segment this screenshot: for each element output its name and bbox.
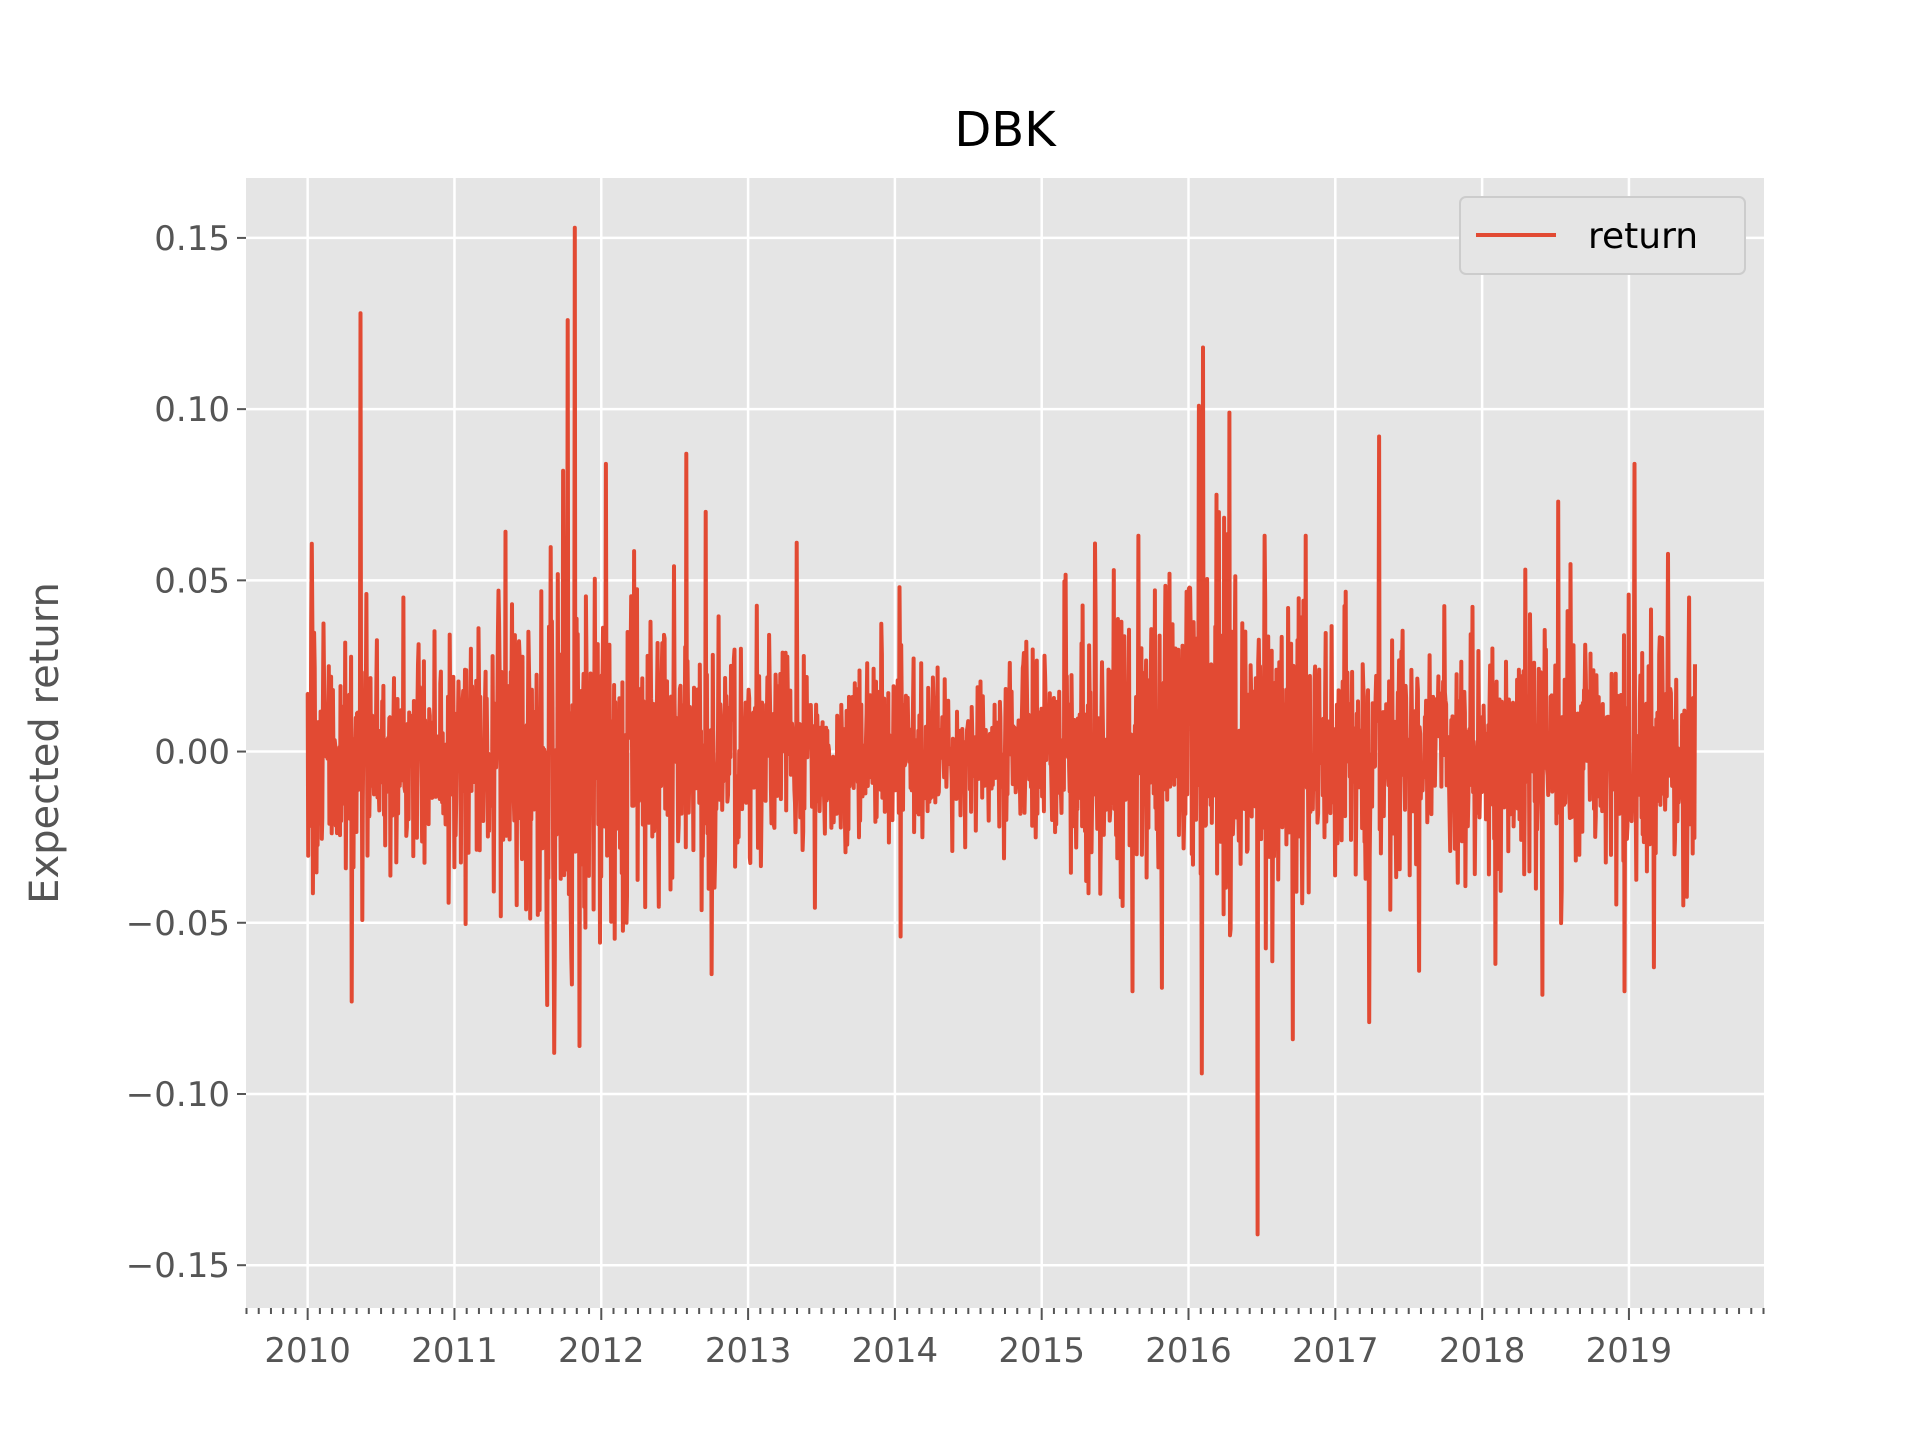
series-point: [1493, 962, 1497, 966]
series-point: [310, 626, 314, 630]
series-point: [704, 510, 708, 514]
y-tick-label: 0.05: [154, 561, 230, 601]
series-point: [684, 452, 688, 456]
series-point: [795, 541, 799, 545]
legend: return: [1459, 196, 1746, 275]
series-point: [1556, 500, 1560, 504]
legend-box: [1459, 196, 1746, 275]
series-point: [1214, 493, 1218, 497]
x-tick-label: 2014: [852, 1331, 939, 1371]
series-point: [1633, 462, 1637, 466]
series-point: [1137, 534, 1141, 538]
series-point: [359, 311, 363, 315]
series-point: [577, 1044, 581, 1048]
series-point: [566, 318, 570, 322]
x-tick-label: 2016: [1145, 1331, 1232, 1371]
series-point: [350, 1000, 354, 1004]
series-line-return: [305, 225, 1697, 1237]
series-point: [1540, 993, 1544, 997]
x-tick-label: 2015: [998, 1331, 1085, 1371]
y-tick-label: 0.00: [154, 733, 230, 773]
series-point: [552, 1051, 556, 1055]
series-point: [1228, 411, 1232, 415]
series-point: [573, 226, 577, 230]
series-point: [1291, 1037, 1295, 1041]
series-point: [1160, 986, 1164, 990]
y-axis-label: Expected return: [22, 582, 68, 904]
chart-title: DBK: [954, 102, 1057, 158]
series-point: [401, 595, 405, 599]
x-tick-label: 2012: [558, 1331, 645, 1371]
x-minor-ticks: [245, 1308, 1765, 1314]
x-tick-label: 2013: [705, 1331, 792, 1371]
x-tick-label: 2010: [264, 1331, 351, 1371]
series-point: [1623, 989, 1627, 993]
x-tick-label: 2019: [1586, 1331, 1673, 1371]
y-axis: 0.15 0.10 0.05 0.00 −0.05 −0.10 −0.15: [126, 219, 246, 1286]
x-tick-label: 2017: [1292, 1331, 1379, 1371]
series-point: [570, 982, 574, 986]
x-tick-label: 2018: [1439, 1331, 1526, 1371]
series-point: [561, 469, 565, 473]
y-tick-label: −0.15: [126, 1246, 230, 1286]
series-point: [709, 972, 713, 976]
series-point: [497, 589, 501, 593]
series-point: [1377, 435, 1381, 439]
series-peaks: [306, 226, 1691, 1236]
series-point: [1304, 534, 1308, 538]
series-point: [1200, 1071, 1204, 1075]
y-tick-label: −0.10: [126, 1075, 230, 1115]
series-point: [624, 921, 628, 925]
series-point: [1197, 404, 1201, 408]
legend-label-return: return: [1588, 216, 1698, 257]
series-point: [1652, 965, 1656, 969]
series-point: [364, 592, 368, 596]
series-point: [545, 1003, 549, 1007]
y-tick-label: 0.10: [154, 390, 230, 430]
y-tick-label: 0.15: [154, 219, 230, 259]
series-point: [1131, 989, 1135, 993]
series-point: [1417, 969, 1421, 973]
series-point: [897, 585, 901, 589]
series-point: [1201, 346, 1205, 349]
x-axis: 2010 2011 2012 2013 2014 2015 2016 2017 2018 2019: [264, 1308, 1672, 1371]
series-point: [1367, 1020, 1371, 1024]
series-point: [604, 462, 608, 466]
series-point: [306, 691, 310, 695]
series-point: [899, 934, 903, 938]
y-tick-label: −0.05: [126, 904, 230, 944]
series-point: [1263, 534, 1267, 538]
series-point: [1112, 568, 1116, 572]
series-point: [1687, 595, 1691, 599]
series-point: [1256, 1232, 1260, 1236]
x-tick-label: 2011: [411, 1331, 498, 1371]
